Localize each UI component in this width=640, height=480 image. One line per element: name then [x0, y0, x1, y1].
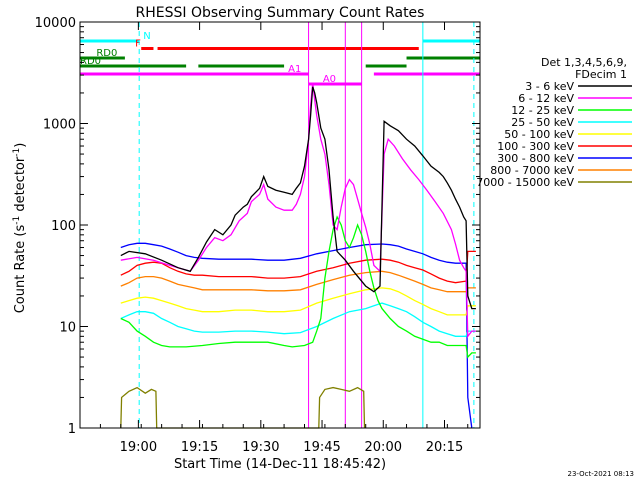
legend-entry-label-1: 6 - 12 keV	[518, 92, 574, 105]
state-bar-5-label: A0	[323, 74, 336, 85]
legend-entry-label-6: 300 - 800 keV	[497, 152, 574, 165]
x-axis-label: Start Time (14-Dec-11 18:45:42)	[174, 457, 386, 472]
legend-entry-label-5: 100 - 300 keV	[497, 140, 574, 153]
y-tick-label-0: 1	[68, 422, 76, 437]
series-line-0	[120, 86, 476, 310]
legend-header-line2: FDecim 1	[575, 68, 627, 81]
legend-header-line1: Det 1,3,4,5,6,9,	[541, 56, 627, 69]
x-tick-label-5: 20:15	[426, 440, 463, 455]
y-tick-label-3: 1000	[43, 118, 76, 133]
y-axis-label: Count Rate (s-1 detector-1)	[12, 143, 28, 314]
legend-entry-label-3: 25 - 50 keV	[511, 116, 574, 129]
state-bar-4-label: A1	[288, 64, 301, 75]
state-bar-1-label: F	[135, 39, 141, 50]
x-tick-label-0: 19:00	[120, 440, 157, 455]
x-tick-label-1: 19:15	[181, 440, 218, 455]
y-axis-label-main: Count Rate (s	[13, 225, 28, 314]
series-layer	[120, 83, 476, 429]
series-line-5	[120, 250, 476, 284]
legend-entry-label-7: 800 - 7000 keV	[490, 164, 574, 177]
series-line-1	[120, 83, 476, 339]
y-axis-label-end: )	[13, 143, 28, 148]
y-tick-label-1: 10	[59, 321, 76, 336]
series-line-7	[120, 270, 476, 293]
state-bar-3-label: RD0	[80, 56, 101, 67]
chart-title: RHESSI Observing Summary Count Rates	[136, 5, 425, 21]
y-axis-label-mid: detector	[13, 156, 28, 216]
state-bar-0-label: N	[143, 31, 150, 42]
series-line-6	[120, 242, 473, 429]
series-line-3	[120, 302, 476, 337]
y-axis-label-sup1: -1	[12, 216, 22, 225]
x-tick-label-4: 20:00	[365, 440, 402, 455]
legend-entry-label-2: 12 - 25 keV	[511, 104, 574, 117]
series-line-4	[120, 287, 476, 316]
legend-entry-label-8: 7000 - 15000 keV	[476, 176, 574, 189]
x-tick-label-3: 19:45	[303, 440, 340, 455]
axes-layer: 19:00 19:15 19:30 19:45 20:00 20:15 1 10 100 1000…	[35, 16, 481, 455]
y-tick-label-4: 10000	[35, 16, 76, 31]
y-axis-label-sup2: -1	[12, 148, 22, 157]
legend-entry-label-4: 50 - 100 keV	[504, 128, 574, 141]
x-tick-label-2: 19:30	[242, 440, 279, 455]
series-line-2	[120, 215, 476, 359]
y-tick-label-2: 100	[51, 219, 76, 234]
state-bar-2-label: RD0	[96, 48, 117, 59]
legend-entry-label-0: 3 - 6 keV	[525, 80, 574, 93]
generation-timestamp: 23-Oct-2021 08:13	[568, 470, 634, 478]
